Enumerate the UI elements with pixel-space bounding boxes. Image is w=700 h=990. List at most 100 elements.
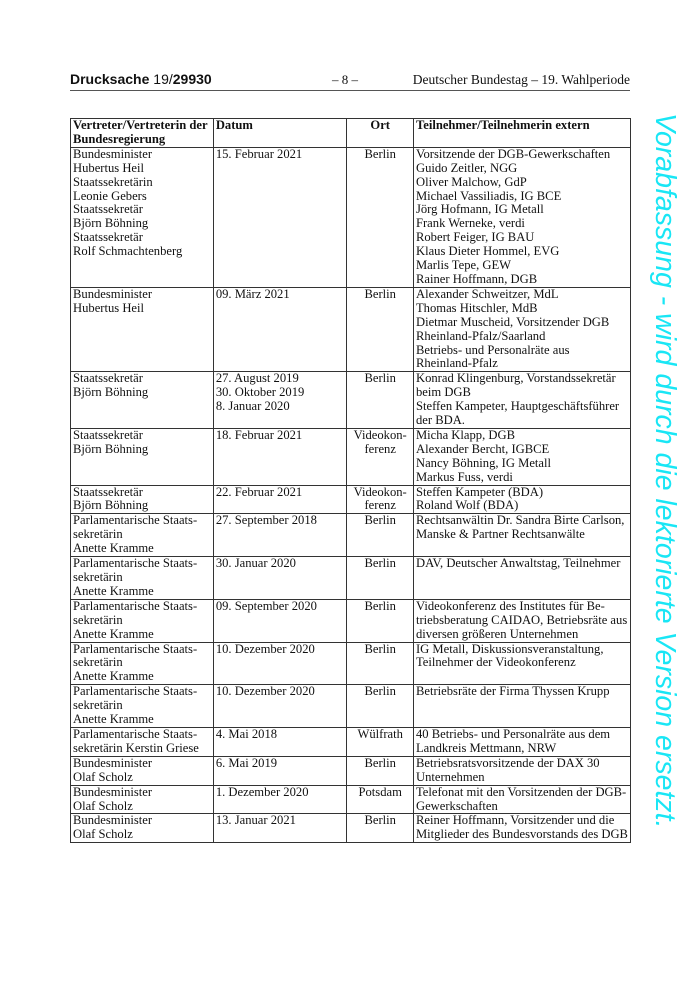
cell-line: 13. Januar 2021 [215,813,296,828]
cell-line: 27. August 2019 [215,371,299,386]
cell-representative: Staatssekretär Björn Böhning [70,371,214,429]
cell-representative: Bundesminister Olaf Scholz [70,813,214,844]
doc-number-prefix: 19/ [153,71,173,87]
cell-line: sekretärin Kerstin Griese [73,740,199,755]
cell-location: Potsdam [346,784,414,815]
table-row: Parlamentarische Staats-sekretärin Anette… [70,598,632,643]
cell-line: Berlin [364,286,396,301]
cell-line: 09. September 2020 [215,598,317,613]
cell-line: 40 Betriebs- und Personalräte aus dem [415,726,611,741]
cell-line: Nancy Böhning, IG Metall [415,455,551,470]
table-row: Parlamentarische Staats-sekretärin Anette… [70,513,632,558]
doc-label: Drucksache [70,71,150,87]
document-number: Drucksache 19/29930 [70,71,212,87]
cell-line: Bundesminister [73,813,153,828]
cell-line: ferenz [364,441,396,456]
cell-line: Vertreter/Vertreterin der [73,118,208,132]
cell-line: Betriebs- und Personalräte aus [415,342,570,357]
cell-location: Videokon-ferenz [346,427,414,486]
cell-line: Videokon- [353,427,407,442]
cell-line: Bundesregierung [73,131,166,146]
cell-date: 15. Februar 2021 [212,146,348,288]
institution: Deutscher Bundestag – 19. Wahlperiode [412,72,630,87]
cell-line: 1. Dezember 2020 [215,784,309,799]
cell-participants: Betriebsräte der Firma Thyssen Krupp [412,684,632,728]
cell-line: Steffen Kampeter (BDA) [415,484,544,499]
cell-date: 10. Dezember 2020 [212,684,348,728]
table-row: Staatssekretär Björn Böhning 18. Februar 2… [70,427,632,486]
table-header-row: Vertreter/Vertreterin der Bundesregierung… [70,118,632,148]
table-row: Bundesminister Olaf Scholz 6. Mai 2019 Berl… [70,755,632,786]
cell-date: 1. Dezember 2020 [212,784,348,815]
cell-line: Staatssekretärin [73,174,153,189]
cell-line: Markus Fuss, verdi [415,469,513,484]
table-row: Parlamentarische Staats-sekretärin Anette… [70,556,632,600]
cell-line: Anette Kramme [73,712,154,727]
cell-date: 13. Januar 2021 [212,813,348,844]
cell-line: Staatssekretär [73,484,143,499]
cell-line: Anette Kramme [73,626,154,641]
table-row: Parlamentarische Staats-sekretärin Kerst… [70,726,632,757]
cell-line: Anette Kramme [73,541,154,556]
cell-line: Björn Böhning [73,385,149,400]
cell-line: Rheinland-Pfalz [415,356,498,371]
cell-line: Roland Wolf (BDA) [415,498,519,513]
cell-location: Videokon-ferenz [346,484,414,515]
cell-representative: Parlamentarische Staats-sekretärin Anette… [70,598,214,643]
cell-participants: Vorsitzende der DGB-Gewerkschaften Guido … [412,146,632,288]
cell-line: Olaf Scholz [73,769,133,784]
cell-line: 30. Januar 2020 [215,556,296,571]
cell-line: Rheinland-Pfalz/Saarland [415,328,546,343]
cell-representative: Bundesminister Olaf Scholz [70,784,214,815]
cell-line: IG Metall, Diskussionsveranstaltung, [415,641,604,656]
cell-date: 18. Februar 2021 [212,427,348,486]
cell-line: Jörg Hofmann, IG Metall [415,202,544,217]
cell-representative: Parlamentarische Staats-sekretärin Anette… [70,684,214,728]
cell-line: Anette Kramme [73,669,154,684]
cell-line: Betriebsratsvorsitzende der DAX 30 [415,755,600,770]
table-row: Bundesminister Hubertus Heil Staatssekretä… [70,146,632,288]
column-header-representative: Vertreter/Vertreterin der Bundesregierung [70,118,214,148]
table-row: Parlamentarische Staats-sekretärin Anette… [70,641,632,686]
cell-line: Berlin [364,598,396,613]
cell-line: Berlin [364,684,396,699]
cell-line: diversen größeren Unternehmen [415,626,579,641]
cell-line: Betriebsräte der Firma Thyssen Krupp [415,684,610,699]
cell-date: 27. September 2018 [212,513,348,558]
cell-representative: Parlamentarische Staats-sekretärin Anette… [70,513,214,558]
cell-line: Marlis Tepe, GEW [415,258,512,273]
cell-line: Berlin [364,641,396,656]
cell-line: Konrad Klingenburg, Vorstandssekretär [415,371,616,386]
cell-line: Hubertus Heil [73,160,144,175]
cell-line: Teilnehmer der Videokonferenz [415,655,576,670]
cell-participants: Telefonat mit den Vorsitzenden der DGB- G… [412,784,632,815]
cell-line: Staatssekretär [73,202,143,217]
cell-line: Parlamentarische Staats- [73,556,198,571]
cell-line: Staatssekretär [73,427,143,442]
cell-line: Vorsitzende der DGB-Gewerkschaften [415,146,611,161]
cell-line: Hubertus Heil [73,300,144,315]
cell-line: Anette Kramme [73,583,154,598]
cell-participants: Betriebsratsvorsitzende der DAX 30 Untern… [412,755,632,786]
cell-line: Parlamentarische Staats- [73,598,198,613]
column-header-location: Ort [346,118,414,148]
cell-line: 8. Januar 2020 [215,399,290,414]
cell-line: sekretärin [73,655,123,670]
cell-line: Michael Vassiliadis, IG BCE [415,188,562,203]
cell-line: Manske & Partner Rechtsanwälte [415,527,585,542]
cell-line: Staatssekretär [73,230,143,245]
cell-location: Wülfrath [346,726,414,757]
cell-line: triebsberatung CAIDAO, Betriebsräte aus [415,612,628,627]
cell-line: Parlamentarische Staats- [73,641,198,656]
cell-line: Thomas Hitschler, MdB [415,300,538,315]
table-row: Bundesminister Olaf Scholz 1. Dezember 202… [70,784,632,815]
cell-line: Bundesminister [73,755,153,770]
cell-line: ferenz [364,498,396,513]
cell-location: Berlin [346,684,414,728]
cell-line: Videokon- [353,484,407,499]
cell-representative: Staatssekretär Björn Böhning [70,427,214,486]
cell-location: Berlin [346,641,414,686]
cell-line: Wülfrath [357,726,403,741]
cell-date: 22. Februar 2021 [212,484,348,515]
cell-line: Frank Werneke, verdi [415,216,525,231]
